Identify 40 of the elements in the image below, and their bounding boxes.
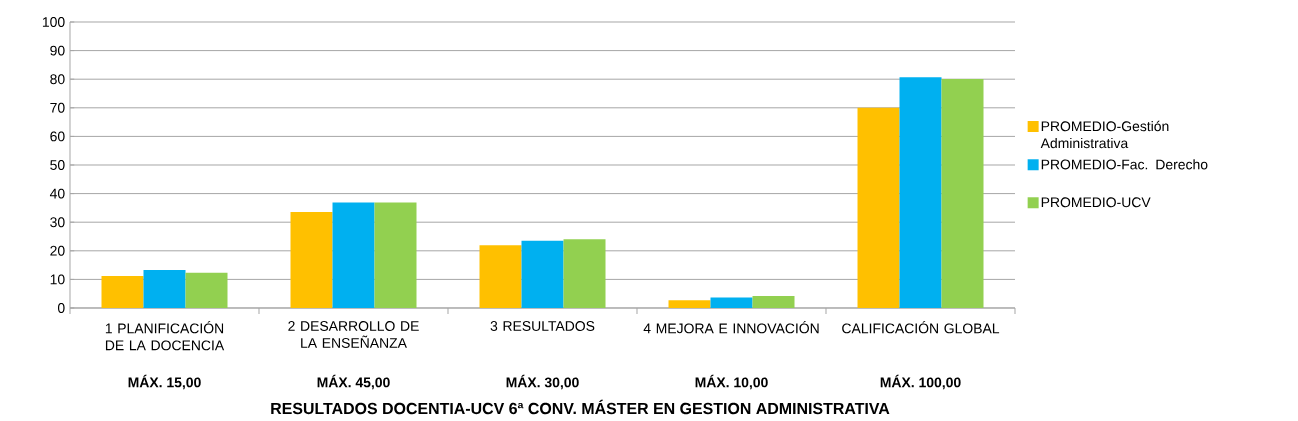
text: MÁX. 10,00	[695, 374, 768, 390]
bar	[710, 297, 753, 308]
y-tick-label: 30	[50, 217, 65, 228]
legend-label: PROMEDIO-UCV	[1041, 197, 1151, 208]
y-tick-label: 50	[50, 160, 65, 170]
y-tick-label: 0	[57, 303, 65, 313]
y-tick-label: 20	[50, 245, 65, 256]
bar	[941, 78, 984, 308]
x-tick-label: CALIFICACIÓN GLOBAL	[842, 321, 1000, 334]
y-tick-label: 100	[42, 17, 65, 27]
y-tick-label: 40	[49, 188, 65, 199]
bar	[857, 107, 900, 308]
bar	[101, 275, 144, 308]
x-tick-label: 2 DESARROLLO DE LA ENSEÑANZA	[288, 321, 419, 348]
bar	[752, 295, 795, 308]
x-tick-label: 4 MEJORA E INNOVACIÓN	[643, 321, 819, 334]
legend-label: PROMEDIO-Gestión Administrativa	[1040, 120, 1169, 149]
y-tick-label: 70	[50, 102, 65, 113]
x-tick-label: 3 RESULTADOS	[490, 321, 595, 331]
y-tick-label: 90	[50, 45, 65, 56]
y-tick-label: 80	[50, 74, 65, 85]
x-tick-label: 1 PLANIFICACIÓN DE LA DOCENCIA	[105, 321, 225, 351]
text: MÁX. 100,00	[880, 374, 961, 390]
bar	[668, 300, 711, 308]
legend-label: PROMEDIO-Fac. Derecho	[1041, 159, 1208, 170]
y-tick-label: 10	[50, 274, 65, 285]
bar	[143, 269, 186, 308]
y-tick-label: 60	[50, 131, 65, 142]
bar	[332, 202, 375, 308]
text: MÁX. 45,00	[317, 374, 390, 390]
bar	[563, 239, 606, 308]
bar	[479, 245, 522, 308]
text: MÁX. 15,00	[128, 374, 201, 390]
bar	[185, 272, 228, 308]
text: RESULTADOS DOCENTIA-UCV 6ª CONV. MÁSTER EN GESTION ADMINISTRATIVA	[271, 399, 890, 415]
bar	[374, 202, 417, 308]
text: MÁX. 30,00	[506, 374, 579, 390]
bar	[899, 77, 942, 308]
bar	[521, 240, 564, 308]
bar	[290, 211, 333, 308]
